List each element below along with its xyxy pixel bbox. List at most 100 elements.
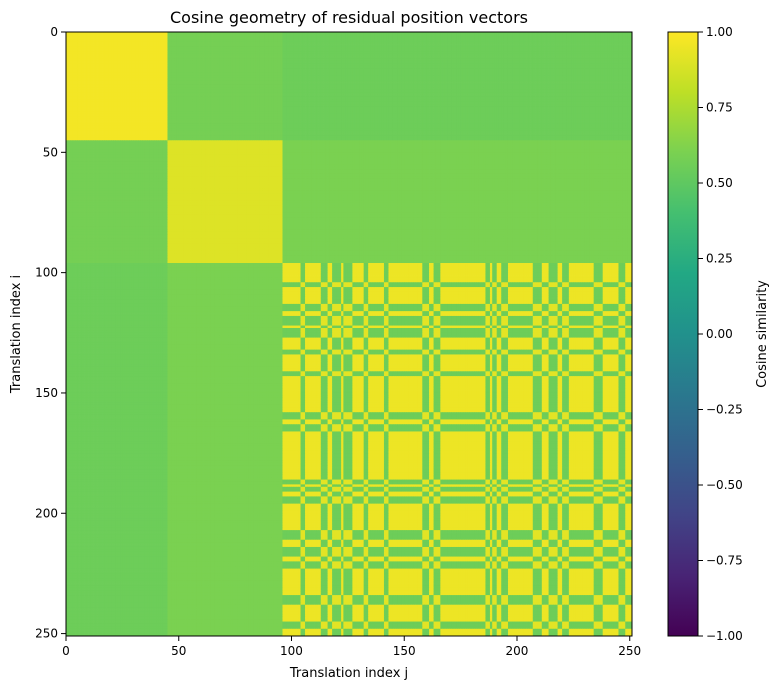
heatmap-cell — [533, 54, 536, 57]
heatmap-cell — [181, 46, 184, 49]
heatmap-cell — [501, 42, 504, 45]
heatmap-cell — [262, 42, 265, 45]
heatmap-cell — [208, 61, 211, 64]
heatmap-cell — [582, 46, 585, 49]
heatmap-cell — [515, 61, 518, 64]
heatmap-cell — [104, 46, 107, 49]
heatmap-cell — [316, 37, 319, 40]
heatmap-cell — [271, 46, 274, 49]
heatmap-cell — [533, 37, 536, 40]
heatmap-cell — [303, 42, 306, 45]
heatmap-cell — [555, 54, 558, 57]
heatmap-cell — [235, 49, 238, 52]
heatmap-cell — [195, 39, 198, 42]
heatmap-cell — [600, 49, 603, 52]
heatmap-cell — [420, 37, 423, 40]
heatmap-cell — [524, 56, 527, 59]
heatmap-cell — [488, 46, 491, 49]
heatmap-cell — [190, 46, 193, 49]
heatmap-cell — [307, 37, 310, 40]
heatmap-cell — [542, 54, 545, 57]
heatmap-cell — [542, 46, 545, 49]
heatmap-cell — [334, 56, 337, 59]
heatmap-cell — [77, 58, 80, 61]
heatmap-cell — [339, 56, 342, 59]
heatmap-cell — [564, 44, 567, 47]
heatmap-cell — [195, 34, 198, 37]
heatmap-cell — [479, 34, 482, 37]
heatmap-cell — [262, 54, 265, 57]
heatmap-cell — [587, 39, 590, 42]
heatmap-cell — [303, 51, 306, 54]
heatmap-cell — [402, 34, 405, 37]
heatmap-cell — [280, 39, 283, 42]
heatmap-cell — [600, 58, 603, 61]
heatmap-cell — [343, 56, 346, 59]
heatmap-cell — [226, 42, 229, 45]
heatmap-cell — [154, 44, 157, 47]
heatmap-cell — [280, 42, 283, 45]
heatmap-cell — [488, 61, 491, 64]
heatmap-cell — [546, 44, 549, 47]
heatmap-cell — [456, 61, 459, 64]
heatmap-cell — [524, 54, 527, 57]
heatmap-cell — [181, 42, 184, 45]
heatmap-cell — [154, 42, 157, 45]
heatmap-cell — [497, 46, 500, 49]
heatmap-cell — [145, 49, 148, 52]
heatmap-cell — [285, 54, 288, 57]
heatmap-cell — [578, 56, 581, 59]
heatmap-cell — [528, 54, 531, 57]
heatmap-cell — [434, 39, 437, 42]
heatmap-cell — [452, 37, 455, 40]
heatmap-cell — [334, 37, 337, 40]
heatmap-cell — [501, 51, 504, 54]
heatmap-cell — [226, 49, 229, 52]
heatmap-cell — [551, 44, 554, 47]
heatmap-cell — [397, 58, 400, 61]
heatmap-cell — [68, 51, 71, 54]
heatmap-cell — [145, 61, 148, 64]
heatmap-cell — [104, 49, 107, 52]
heatmap-cell — [195, 46, 198, 49]
heatmap-cell — [528, 46, 531, 49]
heatmap-cell — [388, 61, 391, 64]
heatmap-cell — [429, 42, 432, 45]
heatmap-cell — [316, 39, 319, 42]
heatmap-cell — [109, 39, 112, 42]
heatmap-cell — [546, 34, 549, 37]
heatmap-cell — [176, 58, 179, 61]
heatmap-cell — [262, 51, 265, 54]
heatmap-cell — [307, 46, 310, 49]
heatmap-cell — [181, 44, 184, 47]
heatmap-cell — [91, 54, 94, 57]
heatmap-cell — [325, 56, 328, 59]
heatmap-cell — [506, 37, 509, 40]
heatmap-cell — [456, 51, 459, 54]
heatmap-cell — [262, 58, 265, 61]
heatmap-cell — [618, 44, 621, 47]
heatmap-cell — [348, 34, 351, 37]
heatmap-cell — [285, 39, 288, 42]
heatmap-cell — [596, 37, 599, 40]
heatmap-cell — [140, 39, 143, 42]
heatmap-cell — [510, 34, 513, 37]
heatmap-cell — [226, 37, 229, 40]
heatmap-cell — [456, 49, 459, 52]
heatmap-cell — [100, 39, 103, 42]
heatmap-cell — [506, 51, 509, 54]
heatmap-cell — [560, 54, 563, 57]
heatmap-cell — [515, 54, 518, 57]
heatmap-cell — [149, 58, 152, 61]
heatmap-cell — [104, 54, 107, 57]
heatmap-cell — [618, 42, 621, 45]
heatmap-cell — [591, 58, 594, 61]
heatmap-cell — [253, 34, 256, 37]
heatmap-cell — [82, 63, 85, 66]
heatmap-cell — [623, 61, 626, 64]
heatmap-cell — [429, 49, 432, 52]
heatmap-cell — [86, 49, 89, 52]
heatmap-cell — [483, 58, 486, 61]
heatmap-cell — [519, 58, 522, 61]
